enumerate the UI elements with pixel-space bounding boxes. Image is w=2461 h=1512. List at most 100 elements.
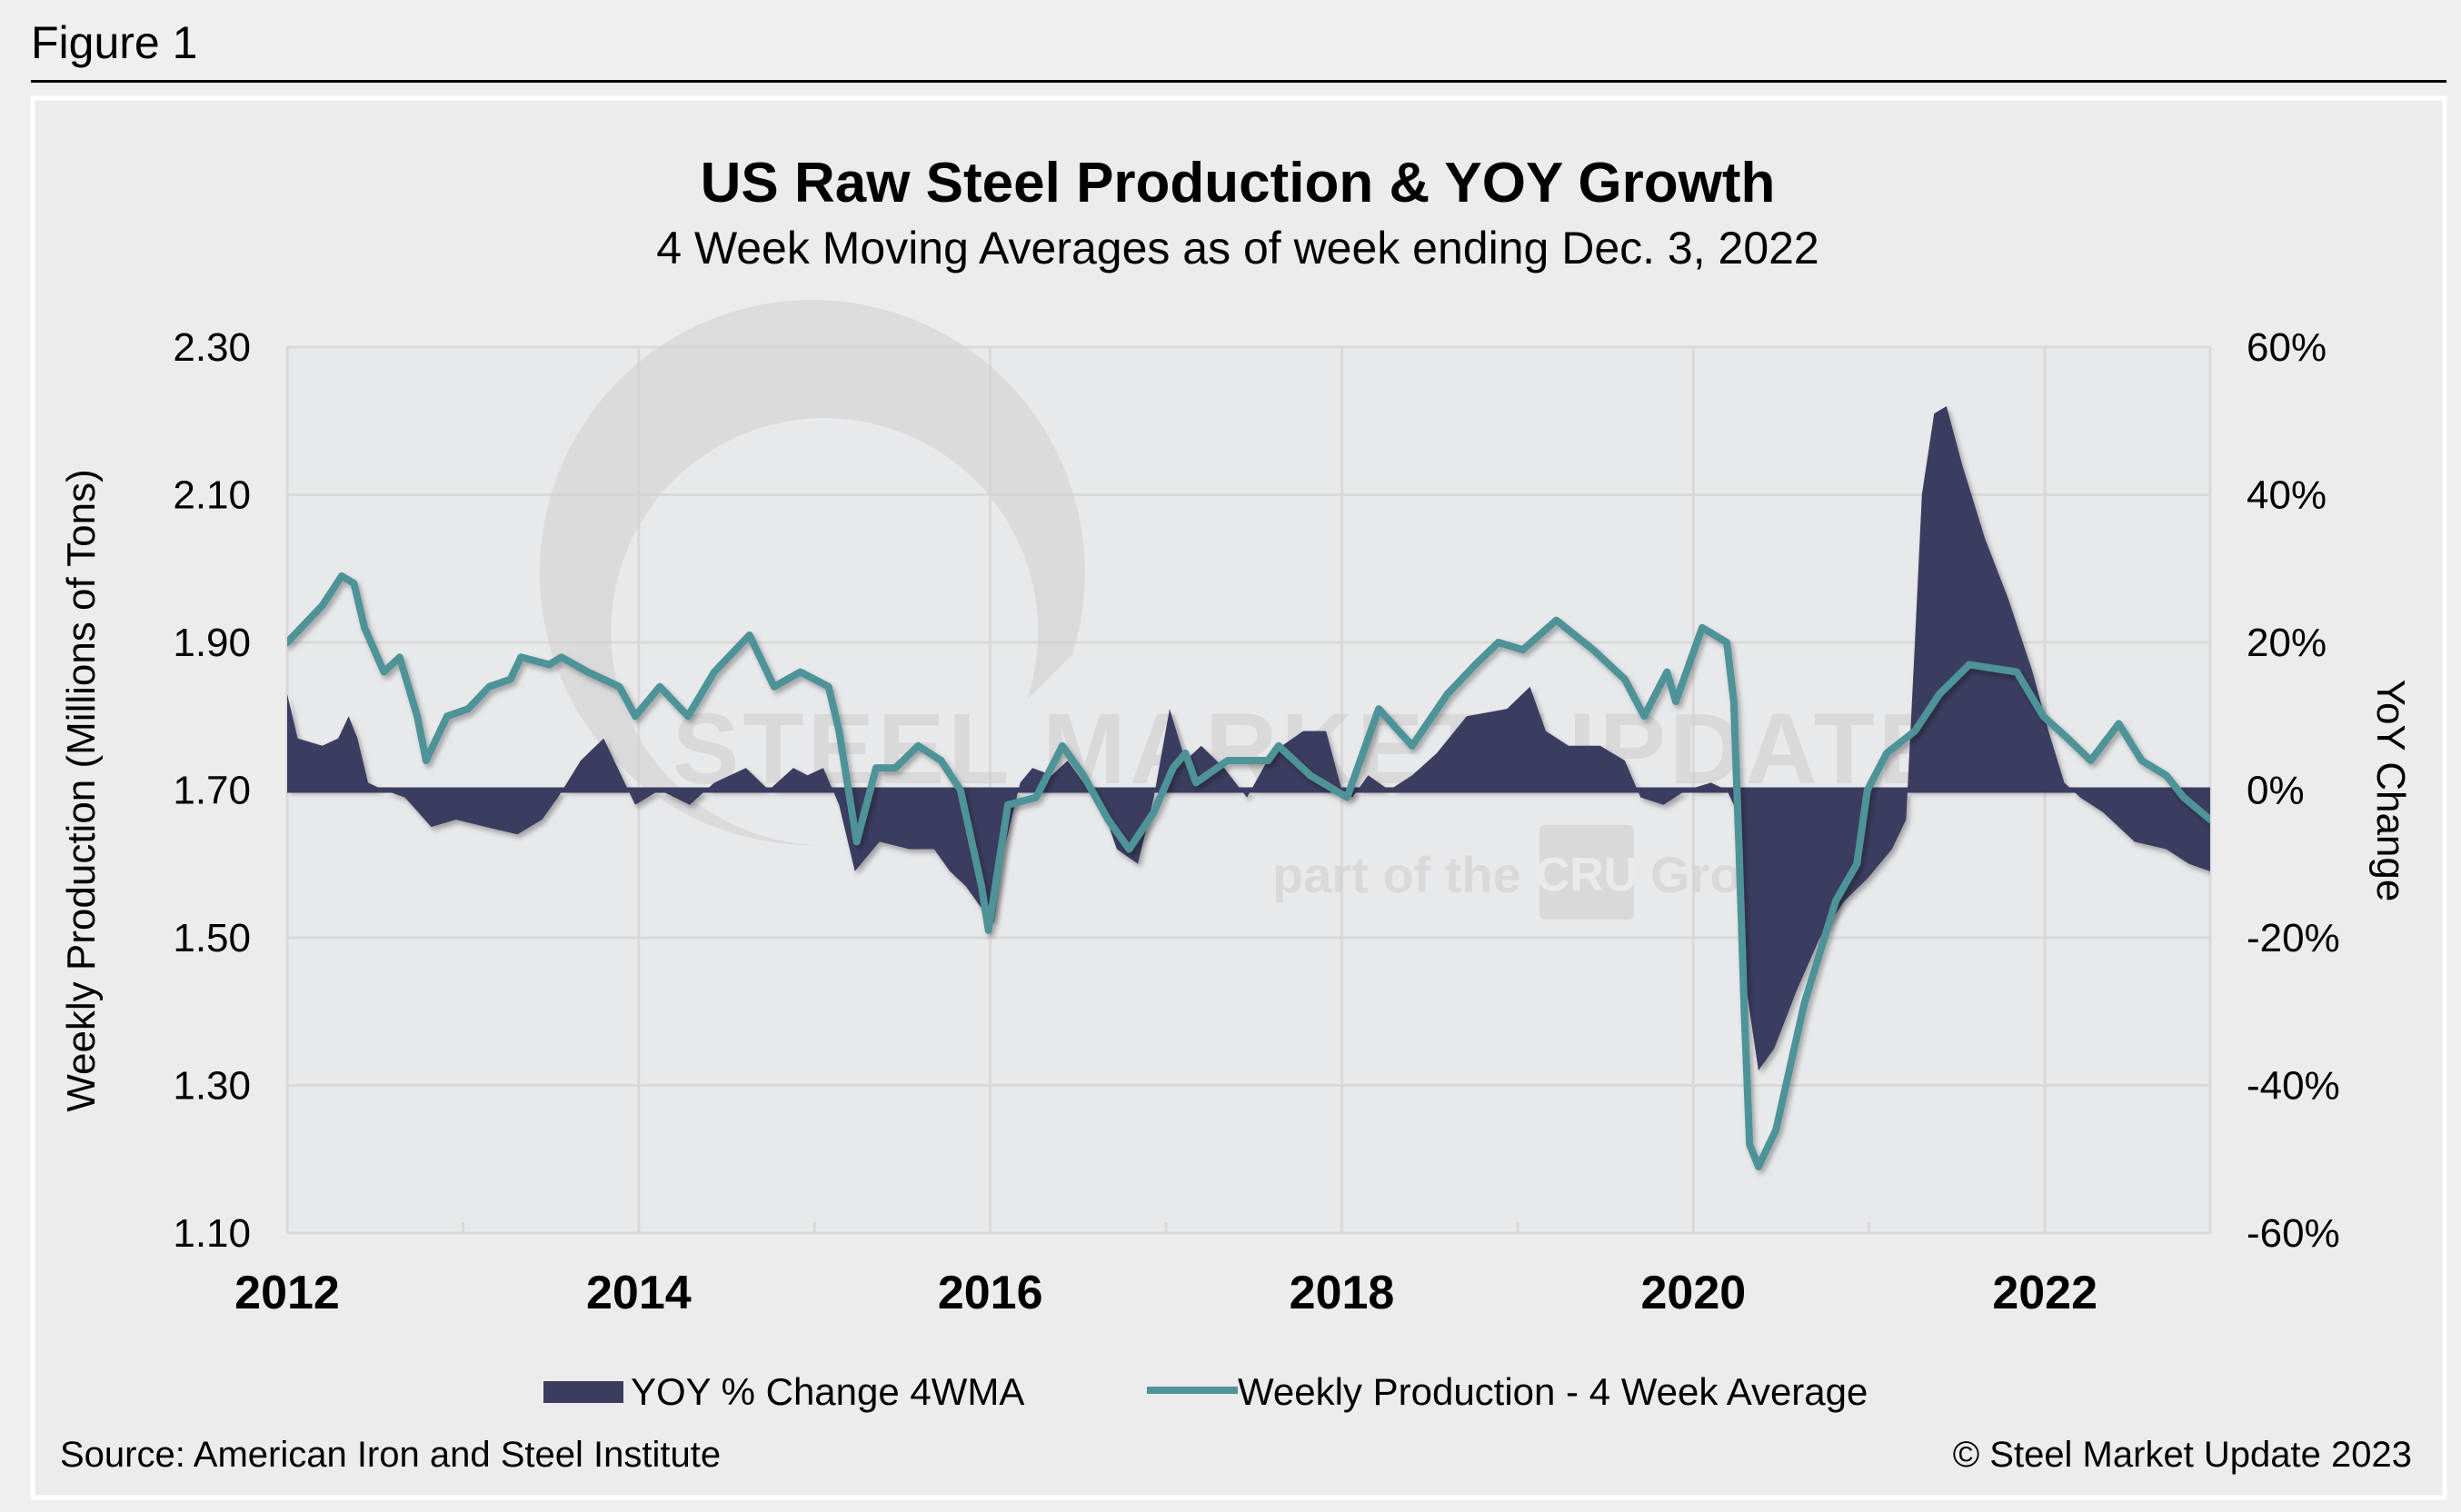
- watermark-cru-logo: CRU: [1536, 849, 1639, 901]
- production-point: [1749, 1144, 1750, 1145]
- production-point: [1592, 649, 1594, 651]
- copyright-note: © Steel Market Update 2023: [1953, 1435, 2412, 1475]
- production-point: [1743, 1010, 1745, 1012]
- production-point: [399, 656, 401, 658]
- production-point: [1082, 774, 1084, 776]
- production-point: [1556, 620, 1557, 622]
- chart-title: US Raw Steel Production & YOY Growth: [701, 152, 1776, 214]
- y-tick-label-left: 2.30: [173, 325, 251, 370]
- production-point: [1886, 752, 1888, 754]
- production-point: [1624, 679, 1626, 681]
- production-point: [856, 841, 858, 842]
- watermark-tagline-pre: part of the: [1272, 846, 1521, 903]
- x-tick-label: 2012: [234, 1267, 340, 1319]
- x-tick-label: 2016: [938, 1267, 1043, 1319]
- series-line-weekly-production: [287, 572, 2210, 1170]
- production-point: [1938, 693, 1940, 695]
- y-tick-label-right: 0%: [2247, 769, 2305, 813]
- production-point: [749, 634, 751, 636]
- x-tick-label: 2018: [1290, 1267, 1395, 1319]
- y-tick-label-right: -60%: [2247, 1211, 2340, 1256]
- axis-ticks: 2.30 2.10 1.90 1.70 1.50 1.30 1.10 60% 40% 20% 0% -…: [173, 325, 2339, 1319]
- production-point: [2166, 774, 2167, 776]
- production-point: [1643, 715, 1645, 717]
- y-tick-label-right: -40%: [2247, 1064, 2340, 1109]
- production-point: [1475, 663, 1476, 665]
- production-point: [2016, 671, 2018, 672]
- watermark-cru-box: [1539, 825, 1634, 920]
- figure-label: Figure 1: [31, 17, 197, 68]
- production-point: [1195, 781, 1197, 783]
- production-point: [488, 686, 490, 688]
- production-point: [1447, 693, 1449, 695]
- production-point: [634, 715, 636, 717]
- x-tick-label: 2022: [1992, 1267, 2097, 1319]
- production-point: [1666, 671, 1668, 672]
- production-point: [1007, 804, 1009, 806]
- production-point: [341, 575, 343, 577]
- production-point: [1733, 701, 1735, 702]
- production-point: [2067, 738, 2068, 740]
- production-point: [894, 767, 896, 769]
- y-tick-label-left: 1.70: [173, 769, 251, 813]
- chart-subtitle: 4 Week Moving Averages as of week ending…: [656, 223, 1819, 274]
- production-point: [1803, 1003, 1805, 1005]
- production-point: [446, 715, 448, 717]
- production-point: [1701, 627, 1703, 629]
- production-point: [2183, 797, 2185, 799]
- production-point: [1498, 642, 1500, 643]
- legend-swatch-production: [1147, 1387, 1238, 1394]
- x-tick-label: 2020: [1641, 1267, 1747, 1319]
- production-point: [1172, 767, 1174, 769]
- production-point: [917, 745, 919, 747]
- production-point: [1675, 701, 1677, 702]
- watermark-swoosh-icon: [539, 300, 1085, 846]
- production-point: [467, 708, 469, 710]
- production-point: [875, 767, 877, 769]
- legend-label-production: Weekly Production - 4 Week Average: [1238, 1370, 1868, 1413]
- production-point: [1061, 745, 1063, 747]
- production-point: [713, 671, 715, 672]
- y-tick-label-left: 1.30: [173, 1064, 251, 1109]
- production-point: [828, 686, 830, 688]
- y-tick-label-left: 1.10: [173, 1211, 251, 1256]
- y-tick-label-right: 40%: [2247, 473, 2326, 518]
- production-point: [322, 604, 324, 606]
- production-point: [1968, 663, 1970, 665]
- production-point: [364, 627, 365, 629]
- production-point: [960, 790, 961, 791]
- production-point: [1378, 708, 1380, 710]
- production-point: [1411, 745, 1413, 747]
- production-point: [2117, 722, 2119, 724]
- production-point: [287, 642, 288, 643]
- zero-baseline: [287, 787, 2210, 793]
- production-point: [1867, 790, 1868, 791]
- production-point: [1775, 1129, 1777, 1130]
- production-point: [619, 686, 621, 688]
- production-point: [1035, 797, 1037, 799]
- production-point: [687, 715, 689, 717]
- production-point: [561, 656, 563, 658]
- y-axis-right-label: YoY Change: [2368, 680, 2413, 902]
- production-point: [773, 686, 775, 688]
- y-tick-label-right: 60%: [2247, 325, 2326, 370]
- production-point: [659, 686, 661, 688]
- legend-swatch-yoy: [543, 1381, 623, 1403]
- production-point: [548, 663, 550, 665]
- legend: YOY % Change 4WMA Weekly Production - 4 …: [543, 1370, 1868, 1413]
- production-point: [2042, 715, 2044, 717]
- production-point: [1129, 849, 1130, 850]
- production-point: [1758, 1166, 1759, 1168]
- production-point: [981, 885, 982, 887]
- source-note: Source: American Iron and Steel Institut…: [60, 1435, 721, 1475]
- y-tick-label-right: -20%: [2247, 916, 2340, 960]
- x-tick-label: 2014: [586, 1267, 692, 1319]
- production-point: [1346, 797, 1348, 799]
- production-point: [1835, 900, 1837, 901]
- production-point: [1278, 745, 1280, 747]
- production-point: [2209, 819, 2210, 821]
- production-point: [416, 715, 418, 717]
- production-point: [1153, 811, 1155, 813]
- production-point: [1368, 738, 1369, 740]
- y-tick-label-left: 1.90: [173, 621, 251, 665]
